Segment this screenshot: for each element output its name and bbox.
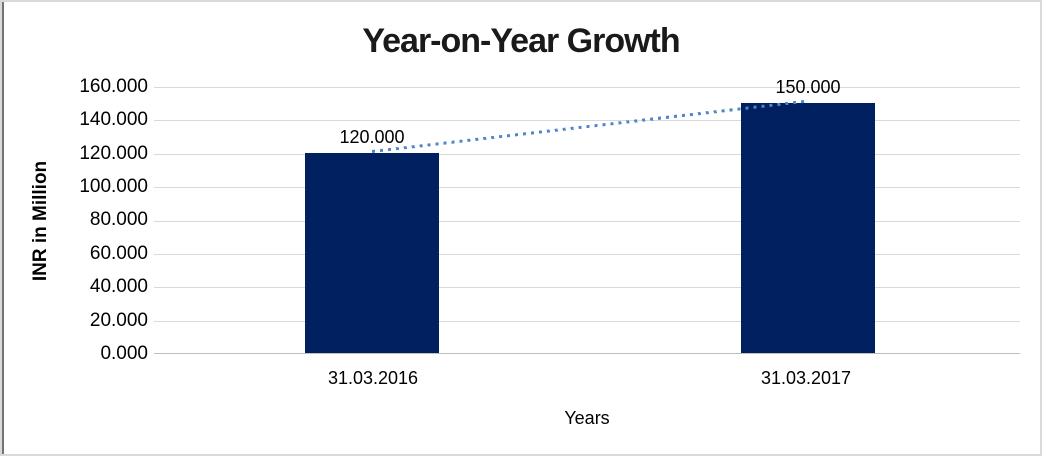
y-tick-label-40: 40.000 [89, 276, 148, 297]
y-tick-label-120: 120.000 [79, 143, 148, 164]
y-axis-title-label: INR in Million [30, 160, 52, 281]
y-tick-label-160: 160.000 [79, 76, 148, 97]
gridline [154, 153, 1020, 155]
gridline [154, 253, 1020, 255]
plot-area: 120.000 150.000 [154, 77, 1020, 354]
chart-title: Year-on-Year Growth [362, 22, 680, 60]
gridline [154, 120, 1020, 122]
gridline [154, 320, 1020, 322]
y-tick-label-80: 80.000 [89, 209, 148, 230]
bar-31-03-2017 [741, 103, 875, 353]
gridline [154, 287, 1020, 289]
data-label-2016: 120.000 [339, 127, 405, 147]
gridline [154, 187, 1020, 189]
data-label-2017: 150.000 [775, 77, 841, 97]
x-tick-label-2017: 31.03.2017 [760, 368, 852, 388]
bar-31-03-2016 [305, 153, 439, 353]
y-tick-label-140: 140.000 [79, 109, 148, 130]
y-tick-label-0: 0.000 [100, 343, 148, 364]
y-axis-title: INR in Million [28, 87, 54, 354]
x-axis-line [154, 353, 1020, 354]
x-tick-label-2016: 31.03.2016 [327, 368, 419, 388]
y-tick-label-100: 100.000 [79, 176, 148, 197]
y-tick-label-60: 60.000 [89, 243, 148, 264]
gridline [154, 220, 1020, 222]
x-axis-title: Years [564, 408, 610, 428]
y-tick-label-20: 20.000 [89, 310, 148, 331]
gridline [154, 87, 1020, 88]
